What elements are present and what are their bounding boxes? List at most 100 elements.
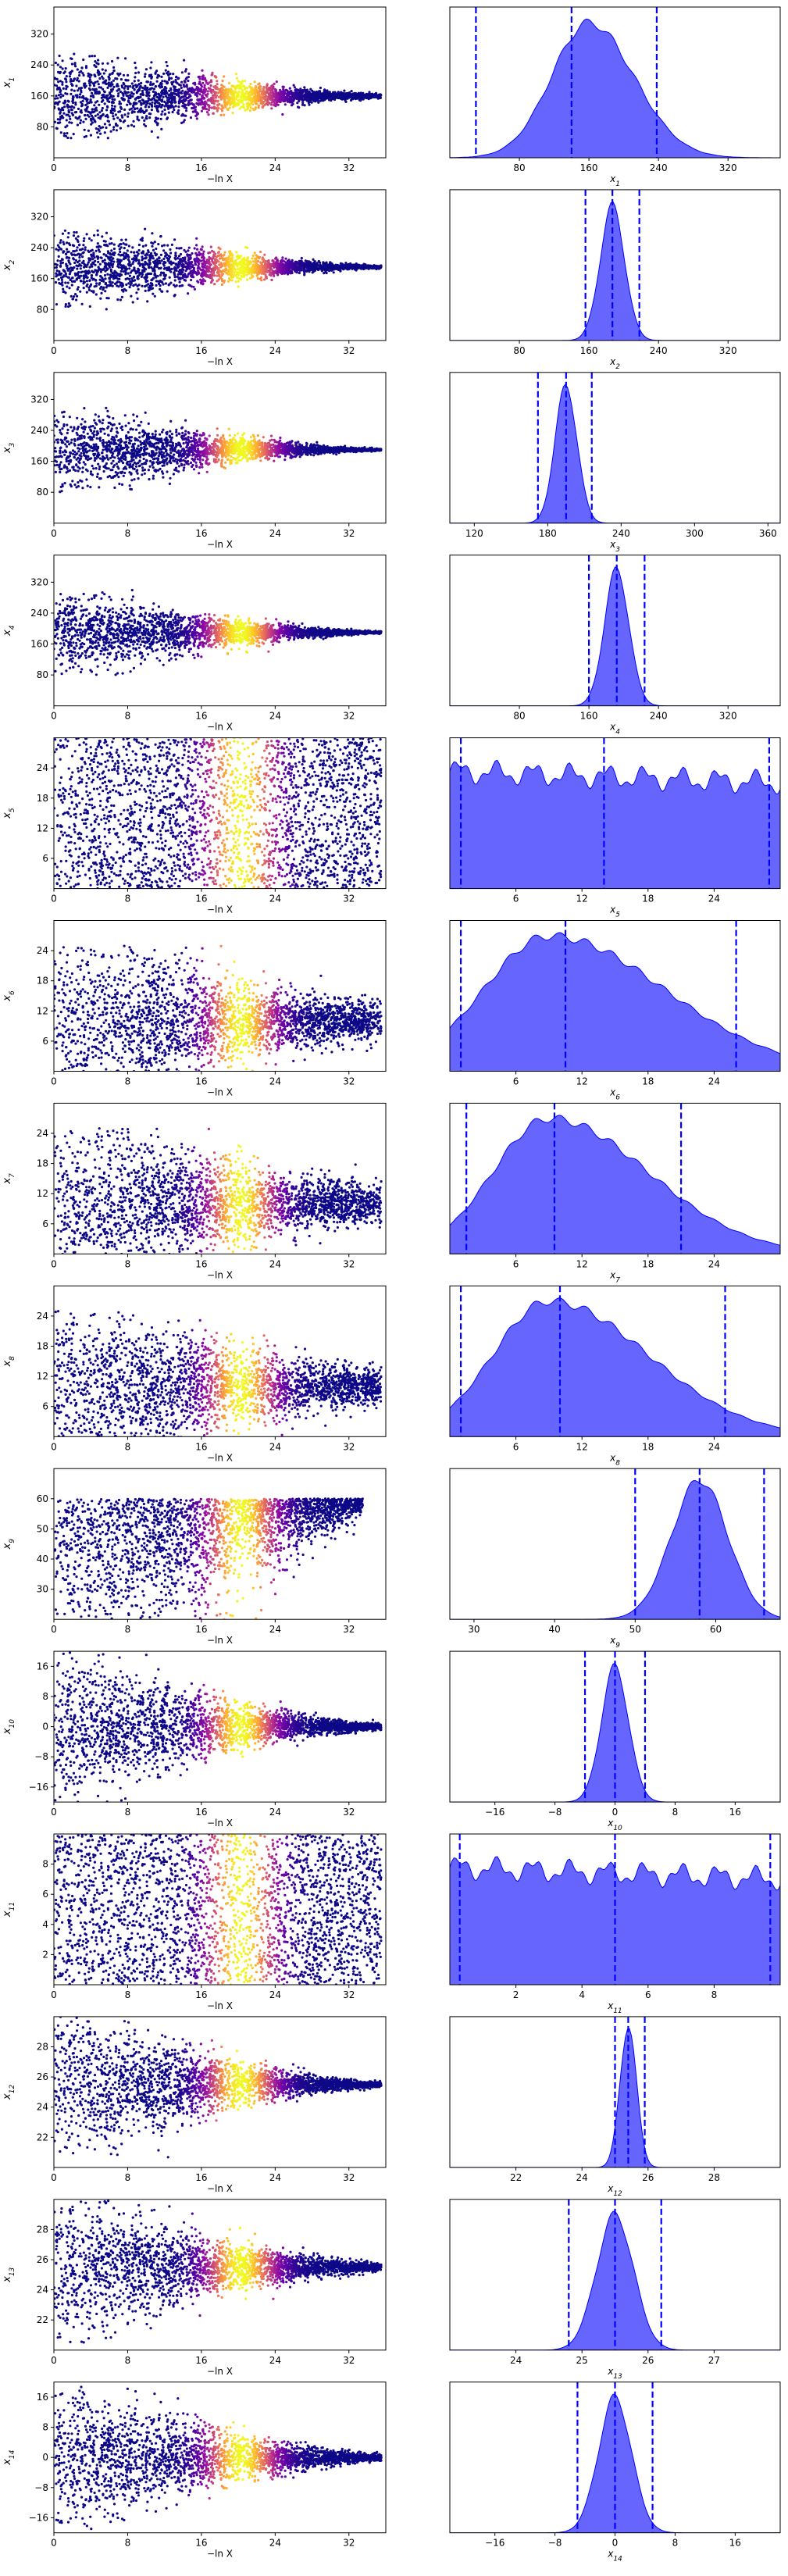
sample-point [170,83,174,86]
sample-point [119,120,123,123]
sample-point [54,120,56,123]
sample-point [69,117,72,120]
sample-point [193,258,196,261]
sample-point [66,264,69,267]
sample-point [76,89,80,92]
sample-point [186,275,189,278]
sample-point [92,254,95,257]
sample-point [165,61,168,64]
sample-point [174,258,177,261]
sample-point [79,93,82,96]
sample-point [192,276,195,279]
sample-point [137,71,141,74]
sample-point [74,65,77,68]
sample-point [90,73,93,77]
sample-point [172,262,175,265]
sample-point [60,278,63,281]
sample-point [111,59,114,63]
sample-point [180,71,184,74]
sample-point [227,81,231,84]
sample-point [134,255,137,258]
sample-point [104,69,107,72]
sample-point [133,268,136,271]
sample-point [119,284,122,287]
posterior-density [450,18,780,158]
sample-point [94,249,98,252]
sample-point [150,130,153,133]
sample-point [194,83,197,86]
sample-point [111,71,114,74]
sample-point [82,287,85,290]
sample-point [139,95,142,98]
sample-point [77,265,80,268]
sample-point [180,99,184,102]
sample-point [240,105,243,109]
sample-point [134,283,137,286]
sample-point [161,80,164,83]
sample-point [148,94,151,97]
sample-point [198,77,201,80]
sample-point [127,244,130,248]
sample-point [131,246,134,249]
sample-point [90,80,93,84]
sample-point [80,270,84,273]
sample-point [238,107,241,110]
sample-point [91,55,94,58]
sample-point [144,289,147,292]
sample-point [169,248,172,252]
sample-point [70,57,73,60]
sample-point [149,80,152,84]
sample-point [65,275,68,278]
sample-point [177,95,180,98]
sample-point [64,67,67,70]
sample-point [349,98,353,102]
sample-point [85,280,88,283]
sample-point [188,267,191,270]
sample-point [78,115,81,118]
sample-point [126,103,129,106]
sample-point [210,106,213,109]
sample-point [216,87,219,91]
sample-point [56,118,59,121]
sample-point [89,134,92,137]
sample-point [204,280,207,283]
sample-point [200,248,203,252]
sample-point [164,261,167,264]
sample-point [104,240,107,243]
sample-point [242,84,245,87]
x-axis-label: x1 [609,173,620,188]
sample-point [137,248,141,252]
sample-point [79,101,83,104]
sample-point [139,272,142,275]
sample-point [59,262,62,265]
sample-point [270,107,273,110]
sample-point [150,75,153,79]
sample-point [59,95,62,99]
sample-point [303,86,306,89]
sample-point [66,285,69,288]
sample-point [169,270,173,273]
sample-point [122,290,125,293]
sample-point [107,81,110,84]
sample-point [108,77,111,80]
sample-point [162,72,166,75]
sample-point [160,271,163,274]
sample-point [69,278,72,281]
sample-point [175,284,178,287]
sample-point [137,83,141,86]
sample-point [99,297,102,300]
sample-point [71,298,75,301]
kde-area [450,7,780,158]
sample-point [187,292,190,295]
sample-point [292,84,295,87]
sample-point [179,252,183,256]
sample-point [127,255,130,259]
x-tick-label: 24 [269,162,281,173]
sample-point [137,261,141,264]
sample-point [87,115,91,118]
sample-point [116,116,119,120]
sample-point [170,267,173,270]
sample-point [112,277,115,280]
sample-point [132,260,135,263]
